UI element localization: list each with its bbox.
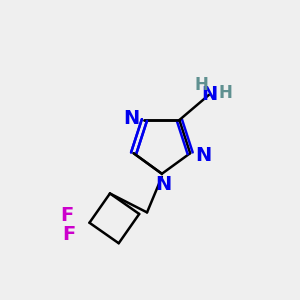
Text: H: H [195, 76, 208, 94]
Text: F: F [60, 206, 73, 225]
Text: N: N [201, 85, 217, 104]
Text: N: N [155, 175, 172, 194]
Text: H: H [219, 84, 232, 102]
Text: N: N [123, 109, 139, 128]
Text: N: N [196, 146, 212, 165]
Text: F: F [62, 224, 75, 244]
